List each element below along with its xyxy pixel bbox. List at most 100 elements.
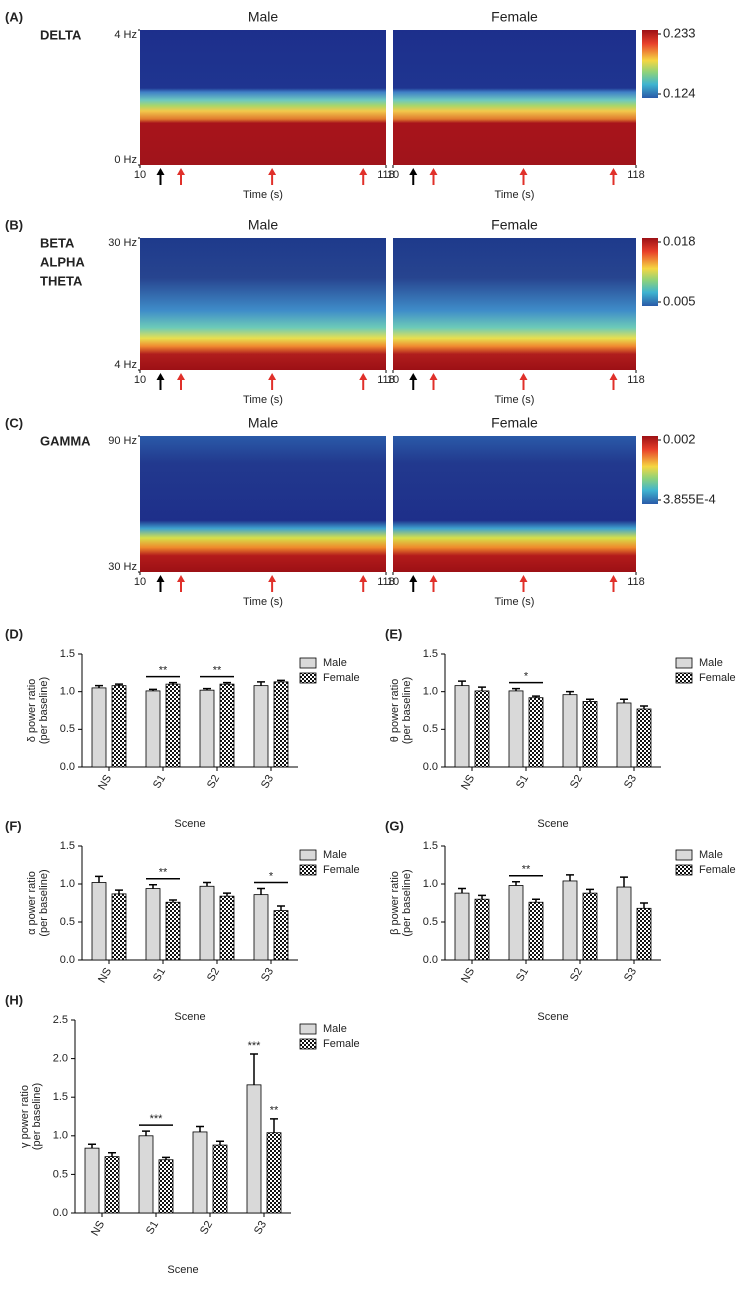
event-arrowhead xyxy=(156,373,165,380)
error-bar xyxy=(149,884,157,889)
bar xyxy=(91,687,107,768)
spectrogram xyxy=(393,436,636,572)
x-tick-label: S3 xyxy=(622,773,639,791)
x-axis-label: Scene xyxy=(537,1011,568,1023)
y-tick-label: 30 Hz xyxy=(108,561,137,573)
error-bar xyxy=(95,684,103,688)
y-tick-label: 1.0 xyxy=(60,686,75,698)
event-arrowhead xyxy=(268,168,277,175)
error-bar xyxy=(532,898,540,903)
panel-title: Female xyxy=(491,9,538,25)
panel-title: Female xyxy=(491,415,538,431)
legend-swatch xyxy=(299,672,317,684)
bar xyxy=(616,702,632,768)
event-arrowhead xyxy=(177,373,185,380)
error-bar xyxy=(478,686,486,691)
panel-title: Male xyxy=(248,415,279,431)
x-tick-label: 10 xyxy=(387,169,399,181)
x-tick-label: S3 xyxy=(252,1219,269,1237)
event-arrowhead xyxy=(359,168,368,175)
y-tick-label: 0.5 xyxy=(60,916,75,928)
error-bar xyxy=(162,1156,170,1160)
significance-label: ** xyxy=(213,665,222,677)
significance-label: * xyxy=(524,671,529,683)
error-bar xyxy=(108,1152,116,1157)
bar xyxy=(474,690,490,768)
x-tick-label: NS xyxy=(96,773,114,792)
colorbar-tick-label: 0.124 xyxy=(663,85,696,100)
error-bar xyxy=(169,899,177,903)
y-tick-label: 1.5 xyxy=(60,648,75,660)
y-tick-label: 2.5 xyxy=(53,1014,68,1026)
bar xyxy=(212,1144,228,1214)
y-tick-label: 1.5 xyxy=(423,840,438,852)
bar xyxy=(474,898,490,961)
legend-label: Male xyxy=(323,657,347,669)
y-tick-label: 1.5 xyxy=(53,1091,68,1103)
legend-swatch xyxy=(675,672,693,684)
event-arrowhead xyxy=(156,168,165,175)
x-tick-label: S2 xyxy=(198,1219,215,1237)
legend-swatch xyxy=(299,1038,317,1050)
x-axis-label: Time (s) xyxy=(243,189,283,201)
panel-label: (G) xyxy=(385,818,404,833)
colorbar xyxy=(642,30,658,98)
event-arrowhead xyxy=(177,575,185,582)
error-bar xyxy=(478,894,486,900)
legend-swatch xyxy=(299,657,317,669)
bar xyxy=(145,690,161,768)
y-tick-label: 0.5 xyxy=(60,723,75,735)
event-arrowhead xyxy=(519,373,528,380)
x-tick-label: S1 xyxy=(514,966,531,984)
x-axis-label: Time (s) xyxy=(495,596,535,608)
bar xyxy=(91,882,107,961)
event-arrowhead xyxy=(359,575,368,582)
event-arrowhead xyxy=(519,168,528,175)
x-tick-label: NS xyxy=(89,1219,107,1238)
error-bar xyxy=(115,683,123,686)
bar xyxy=(562,880,578,961)
error-bar xyxy=(88,1143,96,1149)
x-tick-label: 118 xyxy=(627,576,645,588)
y-tick-label: 0.5 xyxy=(423,916,438,928)
x-tick-label: S2 xyxy=(205,966,222,984)
bar xyxy=(165,683,181,768)
error-bar xyxy=(196,1125,204,1132)
x-tick-label: 10 xyxy=(387,374,399,386)
legend-label: Male xyxy=(699,849,723,861)
error-bar xyxy=(512,687,520,691)
y-tick-label: 1.0 xyxy=(423,878,438,890)
panel-label: (D) xyxy=(5,626,23,641)
y-axis-label: α power ratio xyxy=(26,871,38,935)
colorbar-tick-label: 0.002 xyxy=(663,431,696,446)
error-bar xyxy=(620,876,628,888)
x-tick-label: 118 xyxy=(377,576,395,588)
bar xyxy=(508,690,524,768)
significance-label: *** xyxy=(150,1113,164,1125)
bar xyxy=(246,1084,262,1214)
significance-label: * xyxy=(269,870,274,882)
band-label: THETA xyxy=(40,273,83,288)
colorbar xyxy=(642,436,658,504)
bar xyxy=(273,910,289,961)
y-axis-label: (per baseline) xyxy=(31,1083,43,1150)
error-bar xyxy=(458,680,466,686)
bar xyxy=(165,901,181,961)
panel-label: (E) xyxy=(385,626,402,641)
legend-swatch xyxy=(299,1023,317,1035)
x-tick-label: S3 xyxy=(259,966,276,984)
error-bar xyxy=(223,892,231,897)
error-bar xyxy=(250,1053,258,1085)
event-arrowhead xyxy=(609,575,618,582)
y-tick-label: 0 Hz xyxy=(114,154,137,166)
event-arrowhead xyxy=(519,575,528,582)
x-tick-label: 118 xyxy=(377,374,395,386)
significance-label: *** xyxy=(248,1040,262,1052)
x-axis-label: Time (s) xyxy=(243,596,283,608)
error-bar xyxy=(169,681,177,685)
error-bar xyxy=(257,681,265,686)
legend-swatch xyxy=(675,864,693,876)
error-bar xyxy=(149,688,157,691)
y-tick-label: 1.0 xyxy=(53,1130,68,1142)
y-tick-label: 0.5 xyxy=(53,1168,68,1180)
